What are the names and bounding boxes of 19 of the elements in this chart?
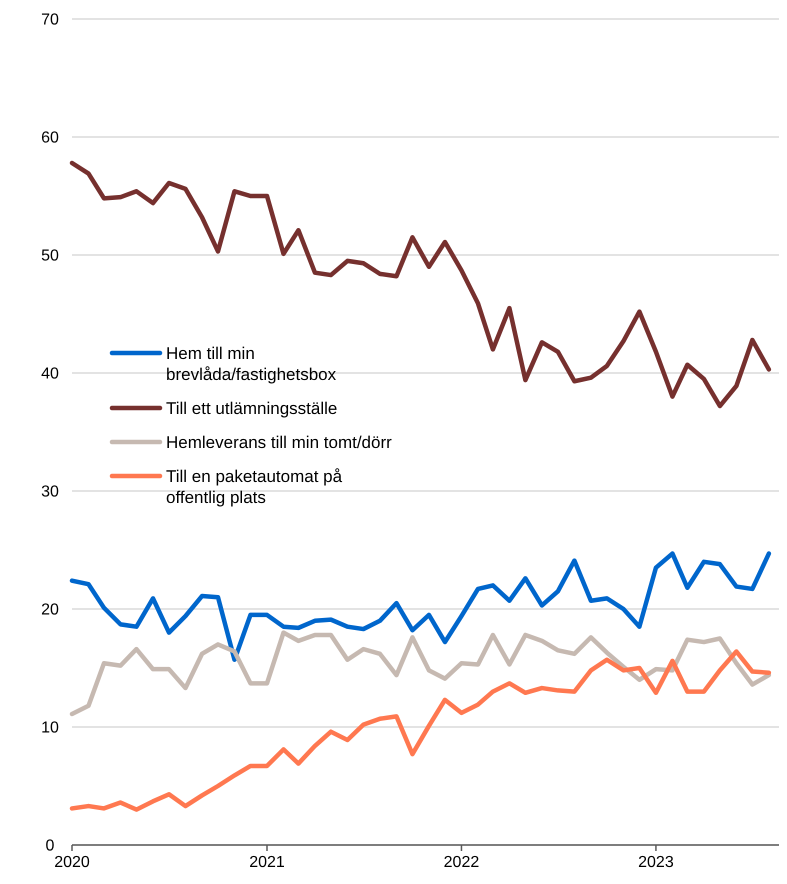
legend-label: Hem till min brevlåda/fastighetsbox — [166, 344, 337, 384]
y-tick-label: 20 — [41, 602, 59, 619]
y-tick-label: 50 — [41, 248, 59, 265]
legend-label: Hemleverans till min tomt/dörr — [166, 432, 392, 452]
line-series — [70, 551, 772, 662]
y-tick-label: 60 — [41, 130, 59, 147]
y-tick-label: 30 — [41, 484, 59, 501]
line-series — [70, 630, 772, 716]
x-tick-label: 2022 — [444, 854, 480, 871]
y-tick-label: 70 — [41, 12, 59, 29]
y-tick-label: 0 — [46, 838, 55, 855]
line-series — [70, 649, 772, 812]
x-tick-label: 2023 — [638, 854, 674, 871]
legend-label: Till en paketautomat på offentlig plats — [166, 466, 343, 507]
y-tick-label: 40 — [41, 366, 59, 383]
y-tick-label: 10 — [41, 720, 59, 737]
legend-label: Till ett utlämningsställe — [166, 398, 338, 418]
x-tick-label: 2021 — [249, 854, 285, 871]
x-tick-label: 2020 — [54, 854, 90, 871]
